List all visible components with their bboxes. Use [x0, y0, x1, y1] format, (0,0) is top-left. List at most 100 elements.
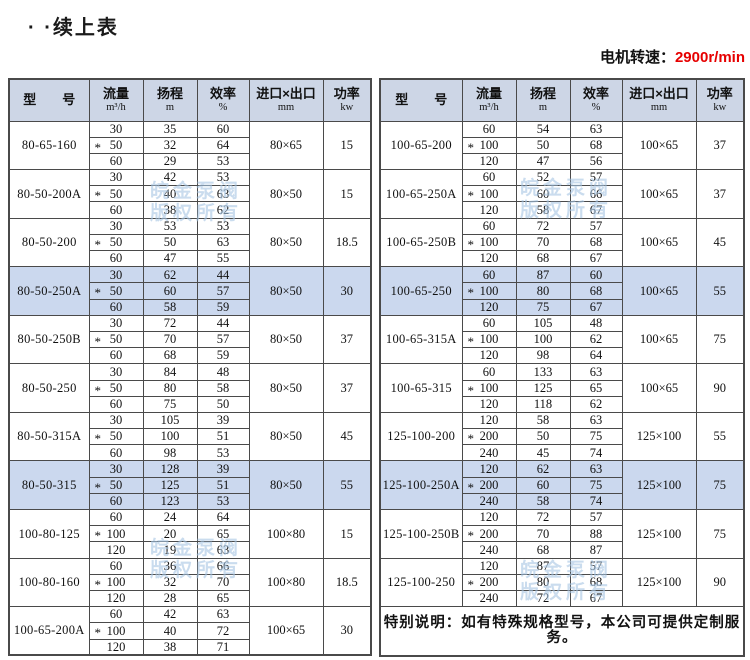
- flow-cell: 120: [461, 395, 517, 413]
- flow-cell: 50 *: [88, 185, 144, 203]
- asterisk-mark: *: [94, 479, 102, 494]
- flow-cell: 50 *: [88, 330, 144, 349]
- header-head: 扬程 m: [515, 78, 571, 122]
- head-cell: 123: [142, 492, 198, 511]
- flow-cell: 100 *: [461, 185, 517, 203]
- header-model: 型 号: [379, 78, 463, 122]
- flow-cell: 240: [461, 444, 517, 462]
- head-cell: 38: [142, 638, 198, 656]
- power-cell: 45: [695, 217, 745, 268]
- header-power: 功率 kw: [322, 78, 372, 122]
- model-cell: 80-65-160: [8, 120, 90, 171]
- model-cell: 100-65-250: [379, 266, 463, 316]
- power-cell: 37: [322, 314, 372, 365]
- ports-cell: 100×80: [248, 509, 324, 559]
- efficiency-cell: 56: [569, 152, 623, 171]
- flow-cell: 60: [461, 169, 517, 187]
- model-cell: 100-65-315A: [379, 314, 463, 365]
- head-cell: 100: [515, 330, 571, 349]
- head-cell: 40: [142, 622, 198, 640]
- power-cell: 15: [322, 120, 372, 171]
- efficiency-cell: 67: [569, 589, 623, 608]
- efficiency-cell: 63: [196, 541, 250, 559]
- ports-cell: 100×65: [248, 606, 324, 656]
- efficiency-cell: 57: [196, 330, 250, 349]
- flow-cell: 120: [461, 508, 517, 527]
- ports-cell: 100×80: [248, 557, 324, 608]
- model-cell: 125-100-200: [379, 411, 463, 462]
- asterisk-mark: *: [94, 188, 102, 202]
- spec-row: 100 * 80 68: [380, 282, 744, 300]
- head-cell: 75: [142, 395, 198, 413]
- head-cell: 80: [515, 573, 571, 591]
- head-cell: 42: [142, 606, 198, 624]
- head-cell: 45: [515, 444, 571, 462]
- spec-row: 60 47 55: [9, 249, 371, 268]
- flow-cell: 30: [88, 120, 144, 138]
- efficiency-cell: 74: [569, 444, 623, 462]
- spec-row: 100 * 60 66: [380, 185, 744, 203]
- spec-row: 240 45 74: [380, 444, 744, 462]
- efficiency-cell: 63: [196, 233, 250, 252]
- spec-row: 100-80-160 60 36 66 100×80 18.5: [8, 557, 372, 608]
- ports-cell: 80×50: [248, 266, 324, 316]
- header-ports: 进口×出口 mm: [621, 78, 697, 122]
- flow-cell: 50 *: [88, 379, 144, 397]
- efficiency-cell: 63: [569, 411, 623, 430]
- head-cell: 50: [142, 233, 198, 252]
- right-table-body: 100-65-200 60 54 63 100×65 37 100 * 50 68 120 47 56 1…: [379, 120, 745, 608]
- spec-row: 50 * 125 51: [9, 476, 371, 494]
- flow-cell: 120: [461, 460, 517, 478]
- asterisk-mark: *: [94, 528, 102, 542]
- flow-cell: 30: [88, 363, 144, 381]
- flow-cell: 60: [461, 266, 517, 284]
- flow-cell: 200 *: [461, 573, 517, 591]
- head-cell: 72: [142, 314, 198, 332]
- power-cell: 18.5: [322, 557, 372, 608]
- model-cell: 80-50-250A: [8, 266, 90, 316]
- flow-cell: 120: [461, 201, 517, 219]
- efficiency-cell: 53: [196, 492, 250, 511]
- efficiency-cell: 68: [569, 282, 623, 300]
- flow-cell: 50 *: [88, 136, 144, 154]
- head-cell: 40: [142, 185, 198, 203]
- head-cell: 72: [515, 217, 571, 235]
- flow-cell: 60: [88, 492, 144, 511]
- head-cell: 42: [142, 169, 198, 187]
- ports-cell: 80×50: [248, 363, 324, 413]
- asterisk-mark: *: [94, 382, 102, 397]
- flow-cell: 60: [88, 557, 144, 575]
- flow-cell: 120: [88, 589, 144, 608]
- pump-spec-table-right: 型 号 流量 m³/h 扬程 m 效率% 进口×出口 mm 功率 kw 100-65-2…: [379, 78, 745, 657]
- head-cell: 19: [142, 541, 198, 559]
- power-cell: 75: [695, 314, 745, 365]
- efficiency-cell: 72: [196, 622, 250, 640]
- spec-row: 80-50-250B 30 72 44 80×50 37: [8, 314, 372, 365]
- head-cell: 70: [142, 330, 198, 349]
- asterisk-mark: *: [467, 188, 475, 202]
- ports-cell: 125×100: [621, 411, 697, 462]
- head-cell: 24: [142, 508, 198, 527]
- efficiency-cell: 60: [569, 266, 623, 284]
- efficiency-cell: 63: [569, 363, 623, 381]
- head-cell: 98: [515, 347, 571, 365]
- spec-row: 80-50-200 30 53 53 80×50 18.5: [8, 217, 372, 268]
- left-table-body: 80-65-160 30 35 60 80×65 15 50 * 32 64 60 29 53 80-50…: [8, 120, 372, 656]
- spec-row: 100-65-200 60 54 63 100×65 37: [379, 120, 745, 171]
- asterisk-mark: *: [467, 236, 475, 251]
- flow-cell: 60: [88, 395, 144, 413]
- header-efficiency: 效率%: [196, 78, 250, 122]
- head-cell: 62: [515, 460, 571, 478]
- head-cell: 72: [515, 508, 571, 527]
- flow-cell: 60: [461, 120, 517, 138]
- efficiency-cell: 67: [569, 249, 623, 268]
- motor-speed: 电机转速：2900r/min: [600, 46, 745, 67]
- model-cell: 80-50-315: [8, 460, 90, 510]
- spec-row: 100 * 40 72: [9, 622, 371, 640]
- spec-row: 80-50-200A 30 42 53 80×50 15: [8, 169, 372, 219]
- spec-row: 120 19 63: [9, 541, 371, 559]
- power-cell: 90: [695, 363, 745, 413]
- spec-row: 125-100-250A 120 62 63 125×100 75: [379, 460, 745, 510]
- power-cell: 90: [695, 557, 745, 608]
- flow-cell: 240: [461, 492, 517, 511]
